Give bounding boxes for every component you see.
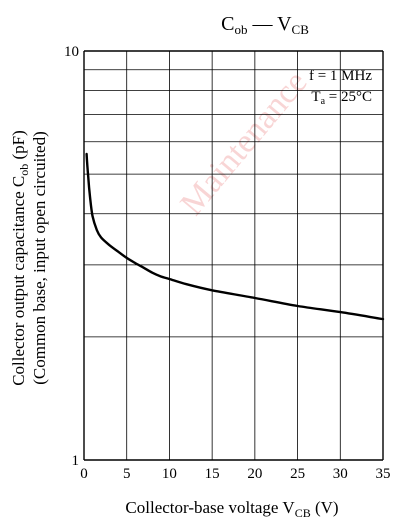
series-line-cob [85,152,385,321]
watermark-text: Maintenance [173,64,314,222]
x-tick-label: 0 [80,466,88,482]
x-axis-label: Collector-base voltage VCB (V) [125,498,338,520]
y-tick-label: 10 [64,44,79,60]
chart-title-tail: V [277,13,292,35]
condition-frequency: f = 1 MHz [309,68,372,84]
y-axis-label-line1: Collector output capacitance Cob (pF) [9,130,31,386]
chart-title-main: C [221,13,234,35]
chart-title-tail-sub: CB [292,22,310,37]
chart-title-separator: — [247,13,277,35]
series [85,152,385,321]
grid [83,50,384,461]
y-tick-label: 1 [72,453,80,469]
x-tick-label: 30 [333,466,348,482]
y-axis-label-line2: (Common base, input open circuited) [30,131,49,385]
x-tick-label: 5 [123,466,131,482]
x-tick-label: 35 [376,466,391,482]
x-tick-label: 20 [247,466,262,482]
x-tick-label: 25 [290,466,305,482]
x-tick-label: 10 [162,466,177,482]
chart-title: Cob — VCB [221,13,309,37]
condition-temperature: Ta = 25°C [311,89,372,107]
y-tick-labels: 1 10 [64,44,79,469]
chart-title-main-sub: ob [234,22,247,37]
x-tick-label: 15 [205,466,220,482]
x-tick-labels: 0 5 10 15 20 25 30 35 [80,466,390,482]
